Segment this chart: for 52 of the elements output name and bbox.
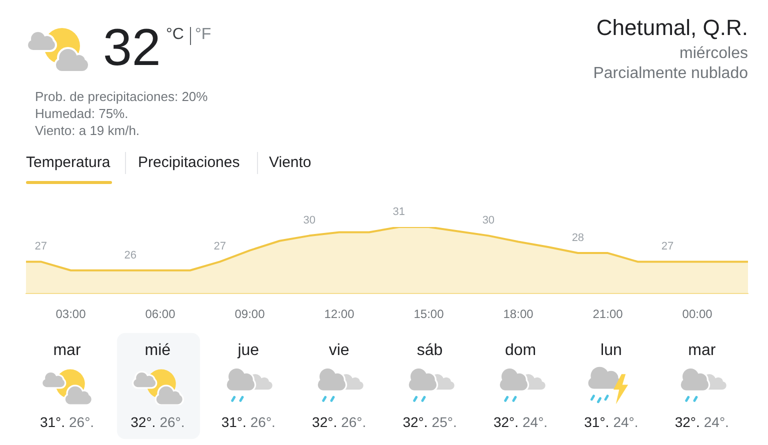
annotation: 26°.: [250, 414, 276, 430]
text: Temperatura: [26, 154, 110, 171]
text: °F: [195, 26, 212, 43]
annotation: 32°.: [674, 414, 700, 430]
annotation: mar: [688, 342, 716, 359]
annotation: mar: [53, 342, 81, 359]
data-label: 30: [303, 214, 316, 227]
x-tick-label: 18:00: [503, 307, 534, 322]
annotation: 26°.: [69, 414, 94, 430]
data-label: 30: [482, 214, 495, 227]
annotation: 31°.: [584, 414, 610, 430]
x-tick-label: 15:00: [414, 307, 444, 322]
annotation: 24°.: [704, 414, 729, 430]
data-label: 27: [34, 240, 48, 253]
annotation: 32°.: [130, 414, 156, 430]
text: °C: [166, 26, 184, 43]
x-tick-label: 12:00: [324, 307, 355, 322]
annotation: lun: [600, 342, 622, 359]
annotation: 26°.: [341, 414, 366, 430]
x-tick-label: 06:00: [145, 307, 176, 322]
data-label: 27: [214, 240, 226, 253]
text: Humedad: 75%.: [35, 106, 128, 121]
annotation: jue: [238, 342, 260, 359]
annotation: 32°.: [402, 414, 428, 430]
data-label: 27: [661, 240, 674, 253]
text: 32: [103, 19, 161, 77]
text: Prob. de precipitaciones: 20%: [35, 89, 208, 104]
text: Precipitaciones: [138, 154, 240, 171]
annotation: 31°.: [40, 414, 65, 430]
text: Parcialmente nublado: [593, 65, 748, 82]
annotation: 32°.: [312, 414, 338, 430]
text: Viento: a 19 km/h.: [35, 123, 140, 138]
annotation: vie: [328, 342, 350, 359]
annotation: sáb: [416, 342, 443, 359]
data-label: 26: [124, 249, 137, 262]
x-tick-label: 03:00: [56, 307, 86, 322]
x-tick-label: 09:00: [234, 307, 266, 322]
annotation: 24°.: [613, 414, 638, 430]
chart-title: Chetumal, Q.R.: [596, 15, 748, 40]
x-tick-label: 00:00: [682, 307, 713, 322]
x-tick-label: 21:00: [592, 307, 624, 322]
annotation: dom: [504, 342, 536, 359]
data-label: 28: [572, 232, 584, 244]
text: Viento: [269, 154, 312, 171]
annotation: 25°.: [432, 414, 457, 430]
data-label: 31: [392, 206, 406, 218]
annotation: 26°.: [160, 414, 185, 430]
annotation: mié: [144, 342, 171, 359]
annotation: 32°.: [493, 414, 518, 430]
annotation: 31°.: [221, 414, 246, 430]
annotation: 24°.: [522, 414, 548, 430]
text: miércoles: [680, 45, 748, 62]
